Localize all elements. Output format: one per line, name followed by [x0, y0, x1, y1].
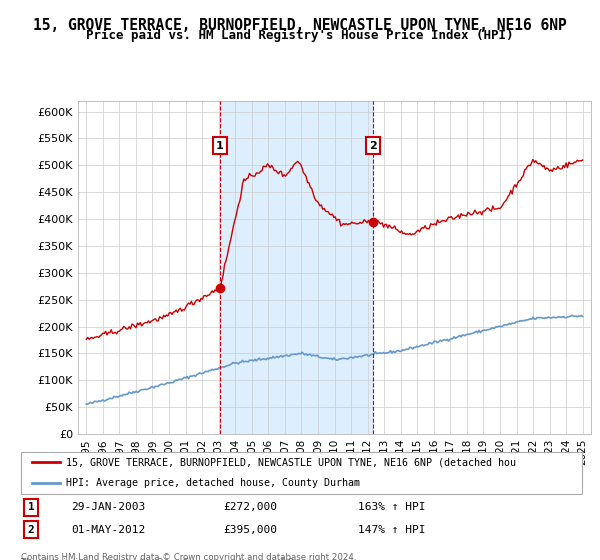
Text: Contains HM Land Registry data © Crown copyright and database right 2024.: Contains HM Land Registry data © Crown c… [21, 553, 356, 560]
Text: Price paid vs. HM Land Registry's House Price Index (HPI): Price paid vs. HM Land Registry's House … [86, 29, 514, 42]
Text: 2: 2 [28, 525, 34, 535]
Bar [220, 101, 373, 434]
Text: HPI: Average price, detached house, County Durham: HPI: Average price, detached house, Coun… [66, 478, 360, 488]
Text: This data is licensed under the Open Government Licence v3.0.: This data is licensed under the Open Gov… [21, 558, 296, 560]
Text: 15, GROVE TERRACE, BURNOPFIELD, NEWCASTLE UPON TYNE, NE16 6NP: 15, GROVE TERRACE, BURNOPFIELD, NEWCASTL… [33, 18, 567, 33]
Text: £395,000: £395,000 [223, 525, 277, 535]
Text: £272,000: £272,000 [223, 502, 277, 512]
Text: 1: 1 [28, 502, 34, 512]
Text: 147% ↑ HPI: 147% ↑ HPI [358, 525, 425, 535]
Text: 15, GROVE TERRACE, BURNOPFIELD, NEWCASTLE UPON TYNE, NE16 6NP (detached hou: 15, GROVE TERRACE, BURNOPFIELD, NEWCASTL… [66, 458, 516, 468]
Text: 2: 2 [369, 141, 377, 151]
Text: 1: 1 [216, 141, 224, 151]
Text: 29-JAN-2003: 29-JAN-2003 [71, 502, 146, 512]
FancyBboxPatch shape [21, 452, 582, 494]
Text: 163% ↑ HPI: 163% ↑ HPI [358, 502, 425, 512]
Text: 01-MAY-2012: 01-MAY-2012 [71, 525, 146, 535]
